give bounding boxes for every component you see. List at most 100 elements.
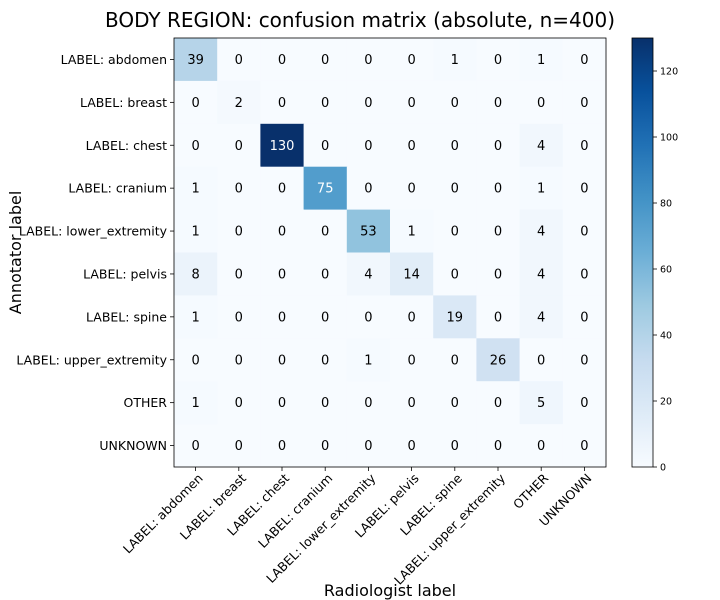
cell-value-label: 0 <box>494 96 502 111</box>
heatmap-cell <box>562 338 607 382</box>
cell-value-label: 0 <box>494 139 502 154</box>
cell-value-label: 1 <box>537 53 545 68</box>
cell-value-label: 0 <box>451 139 459 154</box>
cell-value-label: 0 <box>235 139 243 154</box>
heatmap-cell <box>303 209 348 253</box>
cell-value-label: 0 <box>407 439 415 454</box>
cell-value-label: 1 <box>191 182 199 197</box>
cell-value-label: 0 <box>407 182 415 197</box>
x-tick-label: LABEL: abdomen <box>120 471 206 557</box>
cell-value-label: 0 <box>407 353 415 368</box>
heatmap-cell <box>346 166 391 211</box>
heatmap-cell <box>519 252 564 296</box>
cell-value-label: 0 <box>537 439 545 454</box>
heatmap-cell <box>562 166 607 211</box>
heatmap-cell <box>260 209 305 253</box>
cell-value-label: 0 <box>580 96 588 111</box>
cell-value-label: 0 <box>235 225 243 240</box>
cell-value-label: 0 <box>278 267 286 282</box>
heatmap-cell <box>476 166 521 211</box>
colorbar-tick-label: 0 <box>660 463 666 474</box>
cell-value-label: 0 <box>580 353 588 368</box>
cell-value-label: 0 <box>278 396 286 411</box>
heatmap-cell <box>303 252 348 296</box>
plot-frame <box>173 37 607 468</box>
heatmap-cell <box>476 424 521 468</box>
cell-value-label: 39 <box>187 53 204 68</box>
y-tick-label: LABEL: breast <box>80 95 167 110</box>
cell-value-label: 0 <box>321 439 329 454</box>
cell-value-label: 0 <box>494 53 502 68</box>
cell-value-label: 4 <box>537 267 545 282</box>
cell-value-label: 53 <box>360 225 377 240</box>
heatmap-cell <box>519 381 564 425</box>
cell-value-label: 0 <box>494 267 502 282</box>
heatmap-cell <box>562 295 607 339</box>
cell-value-label: 0 <box>451 182 459 197</box>
heatmap-cell <box>346 209 391 253</box>
heatmap-cell <box>260 381 305 425</box>
colorbar-tick-label: 60 <box>660 265 672 276</box>
cell-value-label: 2 <box>235 96 243 111</box>
cell-value-label: 0 <box>235 182 243 197</box>
y-tick-label: LABEL: pelvis <box>83 266 167 281</box>
cell-value-label: 0 <box>278 53 286 68</box>
cell-value-label: 75 <box>317 182 334 197</box>
x-tick-label: LABEL: cranium <box>255 471 335 551</box>
chart-title: BODY REGION: confusion matrix (absolute,… <box>105 8 615 32</box>
heatmap-cell <box>390 123 434 168</box>
heatmap-cell <box>519 80 564 125</box>
heatmap-cell <box>217 252 261 296</box>
heatmap-cell <box>519 338 564 382</box>
heatmap-cell <box>519 424 564 468</box>
cell-value-label: 1 <box>364 353 372 368</box>
cell-value-label: 0 <box>364 53 372 68</box>
heatmap-cell <box>346 80 391 125</box>
heatmap-cell <box>260 338 305 382</box>
cell-value-label: 0 <box>494 225 502 240</box>
cell-value-label: 0 <box>364 96 372 111</box>
heatmap-cell <box>476 338 521 382</box>
cell-value-label: 0 <box>580 310 588 325</box>
heatmap-cell <box>390 166 434 211</box>
cell-value-label: 8 <box>191 267 199 282</box>
cell-value-label: 0 <box>278 439 286 454</box>
heatmap-cell <box>174 338 218 382</box>
heatmap-cell <box>562 424 607 468</box>
cell-value-label: 0 <box>407 96 415 111</box>
heatmap-cell <box>217 424 261 468</box>
y-tick-label: UNKNOWN <box>99 438 167 453</box>
cell-value-label: 0 <box>235 267 243 282</box>
x-axis-label: Radiologist label <box>324 581 456 600</box>
heatmap-cell <box>476 209 521 253</box>
cell-value-label: 0 <box>580 53 588 68</box>
heatmap-cell <box>217 38 261 82</box>
heatmap-cell <box>562 80 607 125</box>
heatmap-cell <box>174 295 218 339</box>
cell-value-label: 1 <box>191 396 199 411</box>
heatmap-cell <box>390 295 434 339</box>
heatmap-cell <box>562 209 607 253</box>
cell-value-label: 0 <box>580 439 588 454</box>
heatmap-cell <box>260 123 305 168</box>
heatmap-cell <box>303 80 348 125</box>
heatmap-cell <box>303 295 348 339</box>
cell-value-label: 0 <box>451 267 459 282</box>
heatmap-cell <box>519 166 564 211</box>
cell-value-label: 0 <box>537 353 545 368</box>
cell-value-label: 0 <box>278 353 286 368</box>
cell-value-label: 4 <box>537 139 545 154</box>
colorbar <box>631 37 654 468</box>
heatmap-cell <box>433 80 477 125</box>
heatmap-cell <box>433 252 477 296</box>
cell-value-label: 1 <box>191 225 199 240</box>
cell-value-label: 1 <box>407 225 415 240</box>
heatmap-cell <box>476 295 521 339</box>
cell-value-label: 0 <box>494 310 502 325</box>
cell-value-label: 0 <box>321 353 329 368</box>
cell-value-label: 0 <box>364 439 372 454</box>
heatmap-cell <box>390 209 434 253</box>
heatmap-cell <box>476 381 521 425</box>
heatmap-cell <box>174 381 218 425</box>
